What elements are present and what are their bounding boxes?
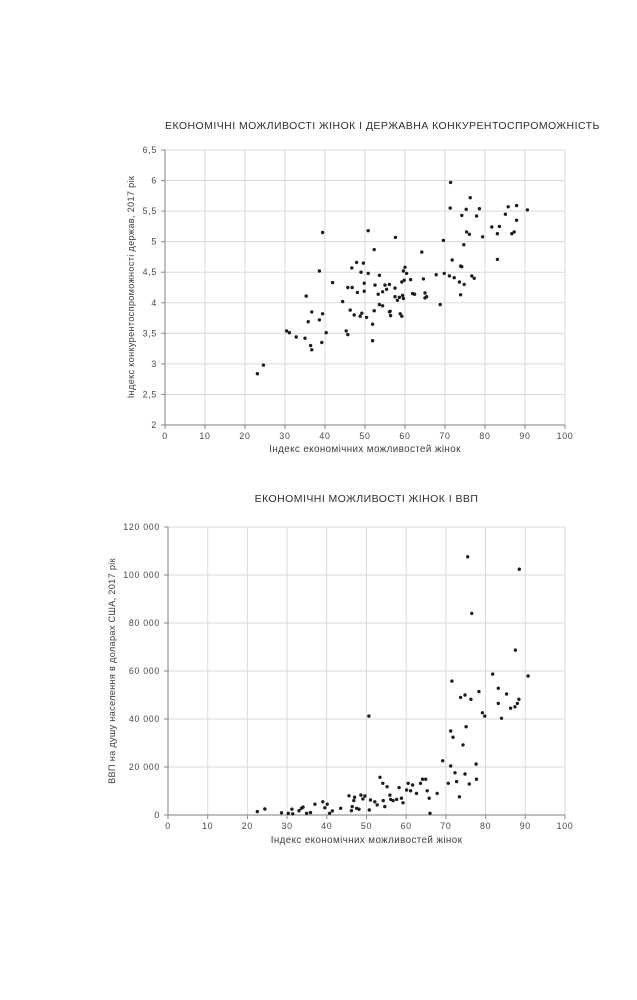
y-tick-label: 40 000 <box>129 714 160 724</box>
tick-labels: 0 10 20 30 40 50 60 70 80 90 100 0 20 000 40 000 60 00… <box>123 522 574 831</box>
x-tick-label: 80 <box>480 821 491 831</box>
tick-labels: 0 10 20 30 40 50 60 70 80 90 100 2 2,5 3 3,5 4 4,5 5 5,5 6 6… <box>143 145 574 441</box>
axes <box>161 149 566 429</box>
x-tick-label: 30 <box>282 821 293 831</box>
gridlines <box>167 526 566 816</box>
y-tick-label: 2,5 <box>143 389 157 399</box>
scatter-chart-competitiveness: 0 10 20 30 40 50 60 70 80 90 100 2 2,5 3 3,5 4 4,5 5 5,5 6 6… <box>143 145 574 441</box>
x-tick-label: 10 <box>202 821 213 831</box>
x-tick-label: 60 <box>401 821 412 831</box>
x-tick-label: 20 <box>239 431 250 441</box>
chart1-x-axis-title: Індекс економічних можливостей жінок <box>269 444 461 455</box>
x-tick-label: 40 <box>321 821 332 831</box>
chart2-title: ЕКОНОМІЧНІ МОЖЛИВОСТІ ЖІНОК І ВВП <box>254 493 479 505</box>
scatter-chart-gdp: 0 10 20 30 40 50 60 70 80 90 100 0 20 000 40 000 60 00… <box>123 522 574 831</box>
x-tick-label: 60 <box>399 431 410 441</box>
y-tick-label: 6 <box>151 176 157 186</box>
x-tick-label: 50 <box>359 431 370 441</box>
y-tick-label: 3 <box>151 359 157 369</box>
chart1-title: ЕКОНОМІЧНІ МОЖЛИВОСТІ ЖІНОК І ДЕРЖАВНА К… <box>165 120 600 132</box>
y-tick-label: 60 000 <box>129 666 160 676</box>
y-tick-label: 4,5 <box>143 267 157 277</box>
gridlines <box>164 149 566 426</box>
x-tick-label: 100 <box>557 821 574 831</box>
y-tick-label: 0 <box>154 810 160 820</box>
y-tick-label: 2 <box>151 420 157 430</box>
x-tick-label: 40 <box>319 431 330 441</box>
x-tick-label: 20 <box>242 821 253 831</box>
y-tick-label: 80 000 <box>129 618 160 628</box>
x-tick-label: 100 <box>557 431 574 441</box>
y-tick-label: 4 <box>151 298 157 308</box>
x-tick-label: 90 <box>519 431 530 441</box>
x-tick-label: 70 <box>439 431 450 441</box>
x-tick-label: 0 <box>162 431 168 441</box>
x-tick-label: 80 <box>479 431 490 441</box>
y-tick-label: 6,5 <box>143 145 157 155</box>
data-points <box>255 180 530 376</box>
y-tick-label: 120 000 <box>123 522 160 532</box>
axes <box>164 526 566 819</box>
x-tick-label: 10 <box>199 431 210 441</box>
y-tick-label: 20 000 <box>129 762 160 772</box>
y-tick-label: 5,5 <box>143 206 157 216</box>
data-points <box>255 555 530 816</box>
x-tick-label: 50 <box>361 821 372 831</box>
y-tick-label: 100 000 <box>123 570 160 580</box>
x-tick-label: 0 <box>165 821 171 831</box>
x-tick-label: 70 <box>440 821 451 831</box>
x-tick-label: 90 <box>520 821 531 831</box>
y-tick-label: 5 <box>151 237 157 247</box>
y-tick-label: 3,5 <box>143 328 157 338</box>
chart2-x-axis-title: Індекс економічних можливостей жінок <box>270 835 463 846</box>
x-tick-label: 30 <box>279 431 290 441</box>
